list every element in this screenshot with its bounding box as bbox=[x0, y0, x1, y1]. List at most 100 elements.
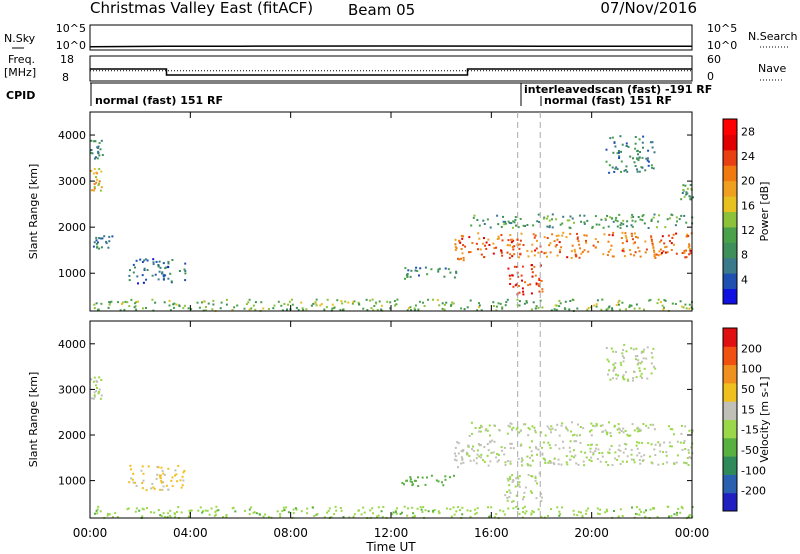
velocity-echo-cell bbox=[636, 430, 639, 433]
power-echo-cell bbox=[673, 243, 675, 246]
velocity-echo-cell bbox=[598, 513, 601, 516]
velocity-echo-cell bbox=[630, 448, 633, 451]
power-echo-cell bbox=[169, 309, 172, 312]
power-echo-cell bbox=[515, 224, 517, 227]
power-echo-cell bbox=[518, 285, 520, 287]
velocity-echo-cell bbox=[510, 442, 513, 445]
velocity-echo-cell bbox=[579, 511, 582, 514]
velocity-echo-cell bbox=[608, 421, 610, 424]
velocity-echo-cell bbox=[686, 457, 689, 459]
velocity-echo-cell bbox=[476, 449, 479, 452]
velocity-echo-cell bbox=[619, 361, 622, 364]
velocity-echo-cell bbox=[522, 507, 525, 510]
power-echo-cell bbox=[522, 293, 525, 296]
velocity-echo-cell bbox=[515, 494, 518, 497]
power-echo-cell bbox=[583, 214, 586, 217]
power-echo-cell bbox=[576, 236, 579, 239]
power-echo-cell bbox=[685, 235, 688, 238]
velocity-echo-cell bbox=[488, 424, 491, 427]
velocity-echo-cell bbox=[457, 452, 460, 455]
velocity-colorbar-segment bbox=[723, 419, 737, 439]
power-echo-cell bbox=[509, 253, 512, 256]
velocity-echo-cell bbox=[487, 506, 489, 509]
power-echo-cell bbox=[606, 254, 609, 256]
velocity-echo-cell bbox=[524, 512, 527, 515]
velocity-echo-cell bbox=[526, 455, 529, 458]
power-echo-cell bbox=[546, 215, 549, 218]
power-echo-cell bbox=[340, 300, 343, 303]
velocity-echo-cell bbox=[519, 429, 522, 432]
velocity-echo-cell bbox=[174, 515, 177, 518]
power-echo-cell bbox=[141, 274, 144, 277]
velocity-echo-cell bbox=[607, 360, 610, 363]
velocity-echo-cell bbox=[626, 433, 629, 436]
power-echo-cell bbox=[636, 170, 639, 173]
velocity-echo-cell bbox=[276, 510, 279, 513]
velocity-echo-cell bbox=[222, 516, 225, 518]
power-echo-cell bbox=[636, 157, 638, 160]
velocity-echo-cell bbox=[640, 510, 642, 513]
velocity-echo-cell bbox=[612, 369, 615, 372]
velocity-echo-cell bbox=[653, 448, 656, 451]
power-echo-cell bbox=[501, 239, 504, 242]
velocity-echo-cell bbox=[614, 451, 617, 454]
power-echo-cell bbox=[461, 237, 464, 240]
velocity-echo-cell bbox=[430, 474, 433, 477]
power-echo-cell bbox=[501, 307, 504, 310]
power-echo-cell bbox=[438, 267, 441, 270]
power-echo-cell bbox=[546, 225, 549, 228]
power-echo-cell bbox=[523, 302, 526, 305]
power-echo-cell bbox=[576, 232, 578, 235]
velocity-echo-cell bbox=[160, 466, 163, 469]
velocity-echo-cell bbox=[597, 448, 600, 451]
velocity-echo-cell bbox=[521, 464, 524, 467]
power-echo-cell bbox=[519, 239, 522, 242]
power-echo-cell bbox=[133, 306, 136, 309]
velocity-colorbar-tick-label: 100 bbox=[741, 363, 762, 376]
power-echo-cell bbox=[644, 240, 647, 243]
velocity-echo-cell bbox=[248, 513, 251, 516]
velocity-echo-cell bbox=[437, 510, 440, 513]
velocity-echo-cell bbox=[550, 508, 552, 511]
power-echo-cell bbox=[629, 155, 632, 158]
velocity-echo-cell bbox=[243, 509, 246, 512]
power-echo-region bbox=[92, 235, 114, 250]
power-echo-cell bbox=[657, 254, 660, 257]
velocity-echo-cell bbox=[534, 429, 536, 432]
velocity-echo-cell bbox=[541, 453, 544, 456]
power-echo-cell bbox=[516, 238, 519, 241]
power-echo-cell bbox=[585, 241, 588, 244]
velocity-echo-cell bbox=[624, 447, 627, 450]
power-echo-cell bbox=[530, 292, 533, 295]
power-echo-cell bbox=[320, 303, 323, 306]
velocity-echo-cell bbox=[476, 453, 479, 456]
power-echo-cell bbox=[688, 307, 691, 310]
time-tick-label: 00:00 bbox=[675, 526, 710, 540]
velocity-echo-cell bbox=[506, 432, 509, 435]
power-echo-cell bbox=[94, 140, 97, 143]
velocity-echo-cell bbox=[663, 441, 666, 444]
power-echo-cell bbox=[514, 216, 517, 218]
power-echo-cell bbox=[671, 302, 674, 305]
power-echo-cell bbox=[423, 305, 426, 307]
velocity-echo-cell bbox=[599, 460, 602, 463]
power-echo-cell bbox=[90, 169, 93, 172]
power-echo-region bbox=[468, 231, 693, 259]
velocity-echo-cell bbox=[252, 511, 255, 514]
power-echo-cell bbox=[512, 285, 515, 288]
power-echo-cell bbox=[522, 244, 525, 246]
power-echo-cell bbox=[624, 234, 627, 237]
velocity-echo-cell bbox=[512, 507, 515, 510]
velocity-echo-cell bbox=[360, 513, 363, 516]
power-echo-cell bbox=[632, 242, 635, 245]
velocity-echo-cell bbox=[424, 509, 427, 512]
velocity-echo-cell bbox=[594, 447, 597, 450]
velocity-echo-cell bbox=[377, 506, 380, 509]
velocity-echo-cell bbox=[517, 483, 520, 486]
power-echo-cell bbox=[366, 309, 369, 311]
velocity-echo-cell bbox=[504, 464, 507, 466]
power-echo-cell bbox=[549, 251, 552, 254]
velocity-echo-cell bbox=[636, 441, 638, 444]
velocity-echo-cell bbox=[392, 511, 395, 514]
power-echo-cell bbox=[99, 237, 102, 240]
